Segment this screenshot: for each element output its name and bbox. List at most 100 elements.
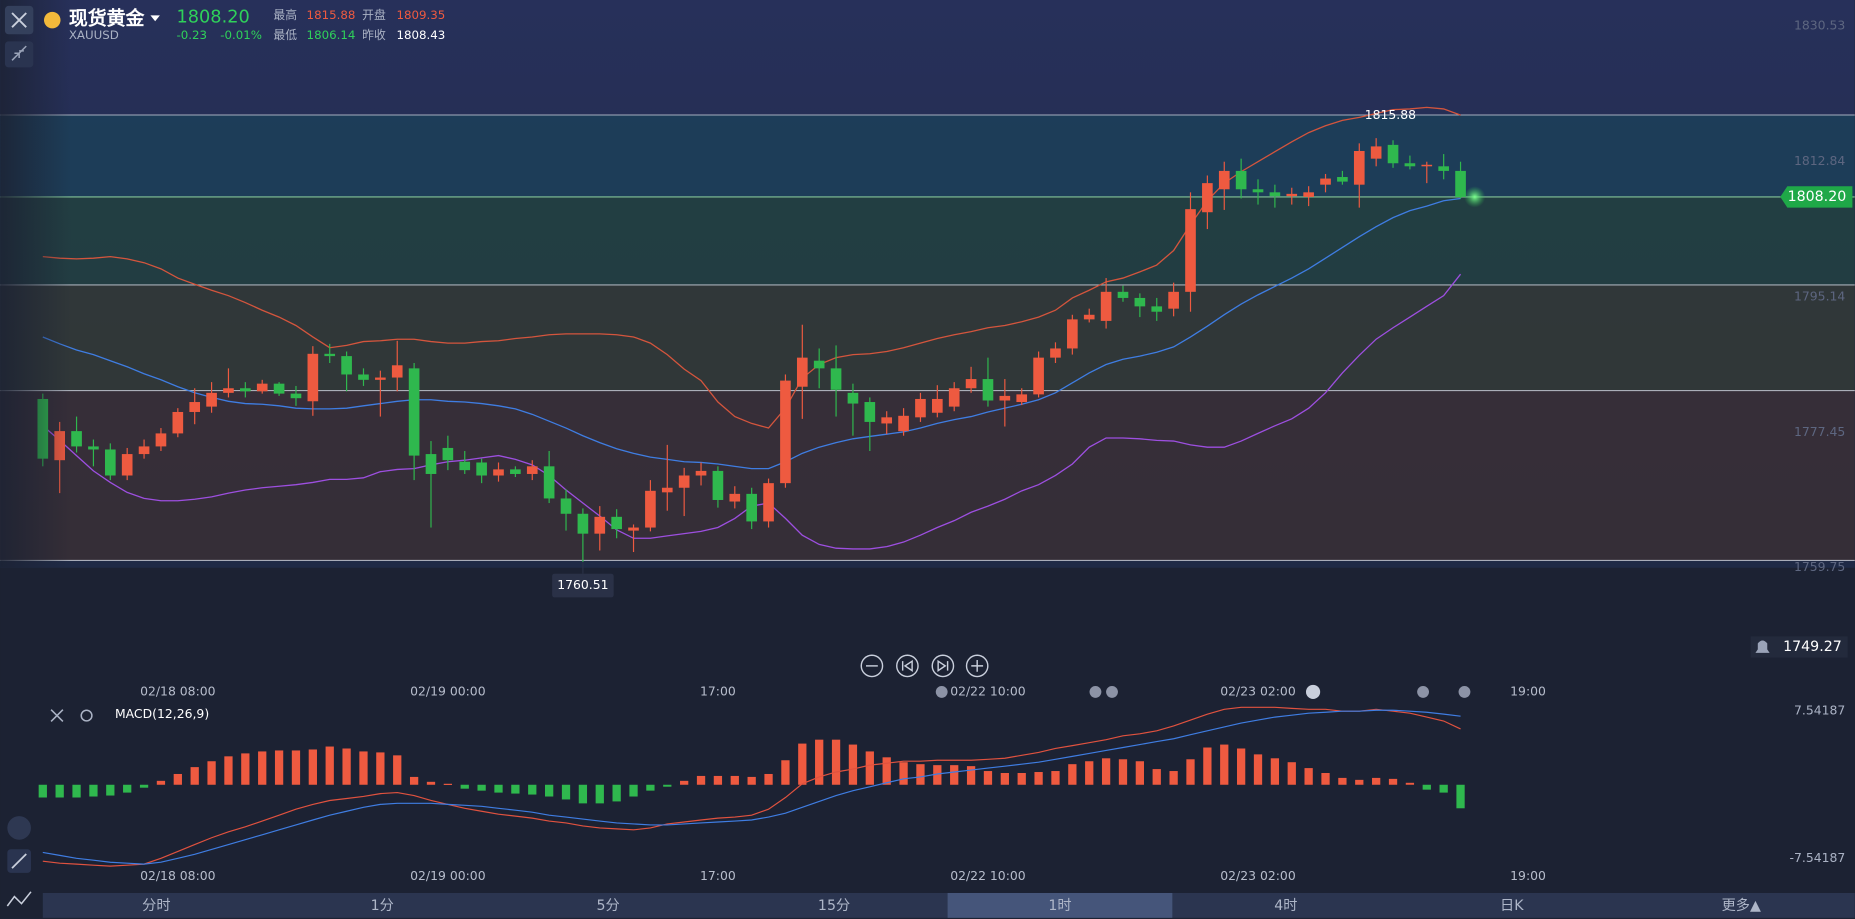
forward-button[interactable] bbox=[931, 654, 955, 678]
candle-body bbox=[341, 356, 352, 375]
zoom-in-button[interactable] bbox=[965, 654, 989, 678]
x-tick-label: 02/18 08:00 bbox=[140, 868, 216, 883]
macd-bar bbox=[106, 784, 115, 796]
indicator-button[interactable] bbox=[7, 816, 31, 840]
macd-settings[interactable] bbox=[80, 709, 93, 722]
candle-body bbox=[223, 388, 234, 393]
candle-body bbox=[881, 417, 893, 424]
band-line bbox=[42, 197, 1461, 470]
y-tick-label: 1777.45 bbox=[1794, 424, 1845, 439]
candle-body bbox=[189, 402, 201, 412]
candle-body bbox=[1100, 291, 1112, 321]
macd-bar bbox=[139, 784, 149, 788]
rewind-icon bbox=[901, 659, 913, 672]
candle-body bbox=[1455, 170, 1466, 197]
candle-body bbox=[1337, 177, 1348, 182]
macd-bar bbox=[224, 756, 233, 785]
macd-bar bbox=[1118, 759, 1128, 785]
stat-label: 最低 bbox=[273, 28, 297, 42]
forward-icon bbox=[937, 659, 949, 672]
macd-bar bbox=[1000, 772, 1009, 785]
macd-bar bbox=[72, 784, 81, 798]
x-tick-label: 02/19 00:00 bbox=[410, 683, 486, 698]
event-dot[interactable] bbox=[1106, 685, 1118, 698]
bell-icon bbox=[1755, 640, 1770, 653]
candle-body bbox=[763, 483, 774, 522]
macd-bar bbox=[1152, 769, 1161, 785]
y-tick-label: 1812.84 bbox=[1794, 153, 1845, 168]
event-dot[interactable] bbox=[1458, 685, 1471, 698]
candle-body bbox=[71, 431, 82, 447]
zoom-out-button[interactable] bbox=[860, 654, 884, 678]
candle-body bbox=[1421, 164, 1433, 167]
low-label: 1760.51 bbox=[557, 577, 608, 592]
event-dot[interactable] bbox=[935, 685, 948, 698]
candle-body bbox=[1202, 183, 1213, 213]
tab[interactable]: 1分 bbox=[371, 898, 394, 914]
stat-label: 开盘 bbox=[362, 8, 386, 22]
candle-body bbox=[577, 513, 589, 534]
candle-body bbox=[628, 527, 639, 531]
candle-body bbox=[1185, 209, 1196, 292]
event-dot[interactable] bbox=[1305, 684, 1321, 700]
candle-body bbox=[425, 454, 437, 474]
macd-bar bbox=[291, 750, 301, 785]
tab[interactable]: 15分 bbox=[818, 898, 850, 914]
event-dot[interactable] bbox=[1417, 685, 1429, 698]
tab[interactable]: 分时 bbox=[142, 898, 170, 914]
macd-bar bbox=[663, 784, 672, 787]
candle-body bbox=[813, 360, 825, 369]
tab[interactable]: 更多▲ bbox=[1722, 897, 1761, 914]
candle-body bbox=[678, 475, 690, 488]
y-tick-label: 1795.14 bbox=[1794, 288, 1845, 303]
candle-body bbox=[746, 493, 757, 522]
zone bbox=[0, 196, 1855, 285]
candle-body bbox=[358, 374, 369, 380]
dropdown-icon[interactable] bbox=[150, 15, 160, 22]
candle-body bbox=[661, 487, 673, 493]
change-pct: -0.01% bbox=[220, 28, 262, 42]
macd-close[interactable] bbox=[50, 709, 64, 723]
candle-body bbox=[796, 357, 808, 387]
x-tick-label: 02/22 10:00 bbox=[950, 683, 1026, 698]
left-fade bbox=[0, 0, 72, 568]
alert-box[interactable] bbox=[1750, 636, 1848, 658]
x-tick-label: 02/23 02:00 bbox=[1220, 868, 1296, 883]
close-icon bbox=[11, 12, 27, 28]
macd-bar bbox=[1017, 772, 1026, 785]
macd-title: MACD(12,26,9) bbox=[115, 706, 209, 721]
tab[interactable]: 5分 bbox=[597, 898, 620, 914]
macd-bar bbox=[1051, 771, 1060, 785]
instrument-name[interactable]: 现货黄金 bbox=[69, 6, 146, 29]
stat-value: 1808.43 bbox=[396, 28, 445, 42]
macd-bar bbox=[1034, 772, 1043, 785]
event-dot[interactable] bbox=[1089, 685, 1102, 698]
macd-bar bbox=[1085, 761, 1094, 785]
macd-bar bbox=[1338, 777, 1347, 785]
macd-bar bbox=[680, 780, 689, 785]
trend-button[interactable] bbox=[6, 891, 32, 907]
macd-bar bbox=[1405, 782, 1415, 785]
tab[interactable]: 1时 bbox=[1048, 898, 1071, 914]
candle-body bbox=[847, 392, 859, 404]
symbol: XAUUSD bbox=[69, 28, 119, 42]
macd-bar bbox=[1355, 779, 1364, 785]
macd-bar bbox=[1101, 758, 1111, 785]
candle-body bbox=[1134, 297, 1146, 307]
draw-icon bbox=[11, 853, 27, 869]
macd-bar bbox=[916, 764, 925, 785]
macd-bar bbox=[882, 757, 891, 785]
alert-price: 1749.27 bbox=[1783, 639, 1842, 655]
macd-bar bbox=[966, 766, 976, 785]
candle-body bbox=[1353, 150, 1365, 185]
candle-body bbox=[915, 398, 926, 418]
rewind-button[interactable] bbox=[896, 654, 919, 678]
tab[interactable]: 日K bbox=[1500, 898, 1524, 914]
zone bbox=[0, 390, 1855, 561]
macd-bar bbox=[1068, 764, 1077, 785]
candle-body bbox=[273, 383, 285, 394]
tab[interactable]: 4时 bbox=[1274, 898, 1297, 914]
macd-bar bbox=[1135, 761, 1145, 785]
macd-bar bbox=[156, 780, 166, 785]
candle-body bbox=[560, 498, 572, 514]
